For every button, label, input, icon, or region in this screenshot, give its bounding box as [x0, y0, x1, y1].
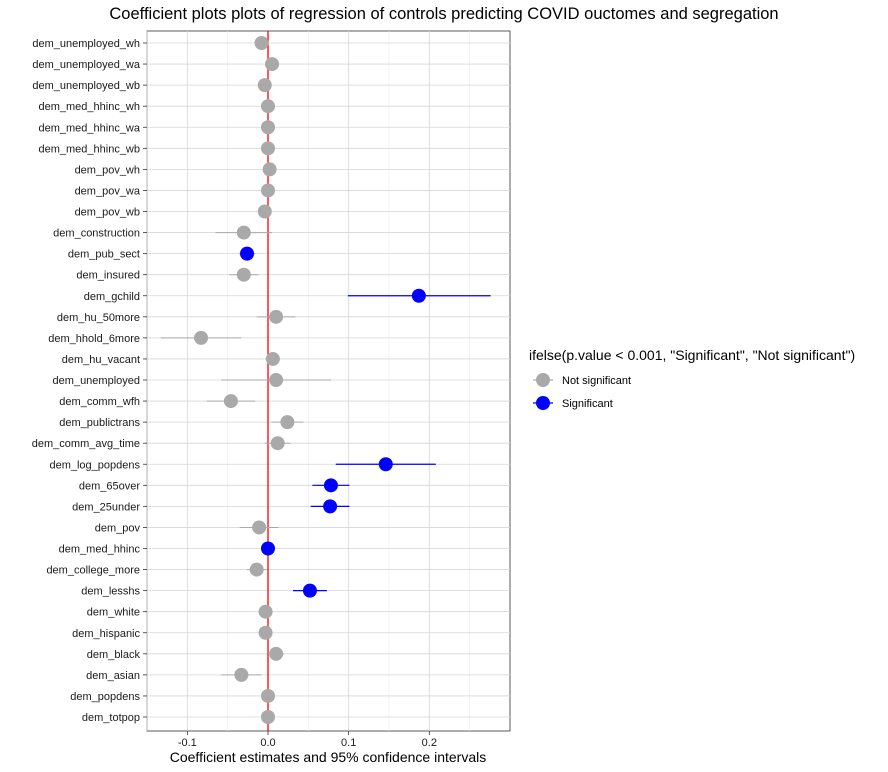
- term-labels: dem_unemployed_wh dem_unemployed_wa dem_un…: [32, 38, 147, 724]
- plot-panel: [146, 30, 511, 732]
- chart-title: Coefficient plots plots of regression of…: [109, 5, 779, 23]
- term-label: dem_hhold_6more: [48, 333, 140, 345]
- coefficient-point: [234, 667, 249, 682]
- term-label: dem_med_hhinc_wb: [38, 143, 140, 155]
- legend-label: Significant: [562, 398, 613, 410]
- grid-lines: [146, 31, 510, 731]
- coefficient-point: [236, 225, 251, 240]
- term-label: dem_unemployed_wb: [32, 80, 140, 92]
- term-label: dem_pub_sect: [68, 249, 140, 261]
- term-label: dem_pov_wh: [75, 164, 140, 176]
- term-label: dem_gchild: [84, 291, 140, 303]
- coefficient-point: [265, 351, 280, 366]
- x-tick-label: 0.2: [422, 737, 437, 749]
- term-label: dem_unemployed_wa: [32, 59, 141, 71]
- term-label: dem_asian: [86, 670, 140, 682]
- coefficient-point: [252, 520, 267, 535]
- coefficient-point: [302, 583, 317, 598]
- term-label: dem_hu_vacant: [62, 354, 140, 366]
- coefficient-point: [411, 288, 426, 303]
- coefficient-point: [240, 246, 255, 261]
- term-label: dem_totpop: [82, 712, 140, 724]
- coefficient-point: [270, 436, 285, 451]
- coefficient-point: [261, 99, 275, 114]
- term-label: dem_construction: [53, 228, 140, 240]
- legend: ifelse(p.value < 0.001, "Significant", "…: [529, 347, 855, 410]
- term-label: dem_log_popdens: [49, 459, 140, 471]
- term-label: dem_insured: [76, 270, 140, 282]
- term-label: dem_hu_50more: [57, 312, 140, 324]
- term-label: dem_publictrans: [59, 417, 140, 429]
- term-label: dem_pov: [95, 522, 141, 534]
- term-label: dem_popdens: [70, 691, 140, 703]
- coefficient-point: [236, 267, 251, 282]
- term-label: dem_unemployed: [53, 375, 140, 387]
- term-label: dem_unemployed_wh: [32, 38, 140, 50]
- legend-label: Not significant: [562, 375, 631, 387]
- coefficient-point: [257, 78, 272, 93]
- x-tick-label: 0.1: [341, 737, 356, 749]
- legend-key-point: [536, 373, 550, 387]
- coefficient-point: [261, 183, 275, 198]
- coefficient-point: [269, 646, 284, 661]
- legend-items: Not significant Significant: [533, 373, 631, 410]
- term-label: dem_black: [87, 649, 141, 661]
- coefficient-point: [323, 499, 338, 514]
- coefficient-point: [249, 562, 264, 577]
- coefficient-point: [254, 36, 269, 50]
- legend-key-point: [536, 396, 550, 410]
- coefficient-point: [378, 457, 393, 472]
- x-tick-label: -0.1: [178, 737, 197, 749]
- coefficient-point: [261, 141, 275, 156]
- term-label: dem_white: [87, 607, 140, 619]
- term-label: dem_comm_wfh: [59, 396, 140, 408]
- coefficient-point: [269, 309, 284, 324]
- x-axis-title: Coefficient estimates and 95% confidence…: [170, 749, 486, 765]
- coefficient-point: [280, 415, 295, 430]
- coefficient-point: [323, 478, 338, 493]
- coefficient-point: [258, 604, 273, 619]
- term-label: dem_65over: [79, 480, 140, 492]
- term-label: dem_med_hhinc_wa: [38, 122, 140, 134]
- coefficient-point: [261, 541, 275, 556]
- legend-title: ifelse(p.value < 0.001, "Significant", "…: [529, 347, 855, 363]
- coefficient-point: [194, 330, 209, 345]
- term-label: dem_college_more: [46, 565, 140, 577]
- coefficient-point: [261, 710, 275, 724]
- coefficient-point: [223, 394, 238, 409]
- term-label: dem_comm_avg_time: [32, 438, 140, 450]
- term-label: dem_pov_wa: [75, 185, 141, 197]
- term-label: dem_25under: [72, 501, 140, 513]
- term-label: dem_lesshs: [81, 586, 140, 598]
- coefficient-point: [261, 120, 275, 135]
- coefficient-point: [269, 373, 284, 387]
- coefficient-point: [265, 57, 280, 72]
- term-label: dem_hispanic: [72, 628, 140, 640]
- term-label: dem_pov_wb: [75, 207, 140, 219]
- term-label: dem_med_hhinc: [59, 544, 141, 556]
- x-tick-label: 0.0: [260, 737, 275, 749]
- coefficient-point: [258, 625, 273, 640]
- coefficient-point: [261, 688, 275, 703]
- coefficient-point: [257, 204, 272, 219]
- term-label: dem_med_hhinc_wh: [38, 101, 140, 113]
- coefficient-point: [262, 162, 277, 177]
- coefficient-marks: [160, 36, 491, 724]
- x-axis: -0.1 0.0 0.1 0.2: [178, 731, 437, 749]
